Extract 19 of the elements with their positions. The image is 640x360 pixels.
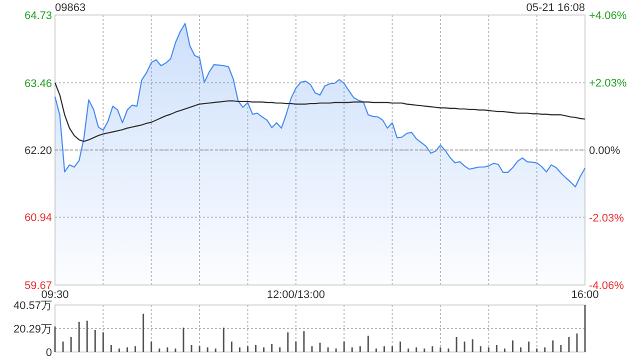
y-tick-label: 0 [46, 347, 52, 359]
y2-tick-label: +4.06% [589, 10, 627, 22]
y-tick-label: 40.57万 [13, 300, 52, 312]
y-tick-label: 64.73 [24, 10, 52, 22]
y-tick-label: 20.29万 [13, 323, 52, 336]
y2-tick-label: +2.03% [589, 78, 627, 90]
y-tick-label: 62.20 [24, 145, 52, 157]
line-series [54, 82, 586, 142]
x-tick-label: 09:30 [41, 289, 69, 301]
text: 05-21 16:08 [526, 2, 585, 14]
y-tick-label: 60.94 [24, 212, 52, 224]
y2-tick-label: -4.06% [589, 280, 624, 292]
y2-tick-label: 0.00% [589, 145, 620, 157]
y2-tick-label: -2.03% [589, 212, 624, 224]
y-tick-label: 63.46 [24, 78, 52, 90]
x-tick-label: 16:00 [571, 289, 599, 301]
x-tick-label: 12:00/13:00 [266, 289, 325, 301]
chart-title: 09863 [55, 2, 86, 14]
y-tick-label: 59.67 [24, 280, 52, 292]
